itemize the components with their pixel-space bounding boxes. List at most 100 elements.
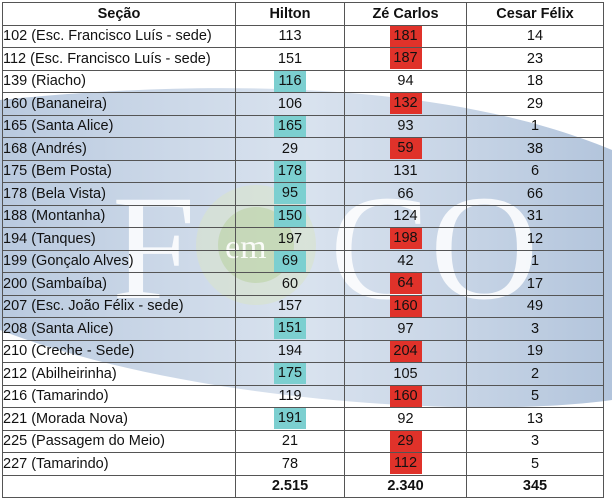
cesar-felix-cell: 3 — [466, 317, 604, 341]
ze-carlos-cell-value: 124 — [393, 208, 418, 225]
table-row: 200 (Sambaíba) 60 64 17 — [2, 272, 604, 296]
table-row: 175 (Bem Posta) 178 131 6 — [2, 159, 604, 183]
cesar-felix-cell-value: 19 — [526, 343, 544, 360]
secao-cell: 200 (Sambaíba) — [2, 272, 236, 296]
ze-carlos-cell: 29 — [344, 429, 467, 453]
ze-carlos-cell-value: 105 — [393, 365, 418, 382]
hilton-cell-value: 21 — [281, 433, 299, 450]
hilton-cell-value: 69 — [274, 250, 306, 272]
cesar-felix-cell-value: 23 — [526, 50, 544, 67]
hilton-cell: 69 — [235, 249, 345, 273]
ze-carlos-cell: 97 — [344, 317, 467, 341]
secao-cell: 194 (Tanques) — [2, 227, 236, 251]
hilton-cell: 29 — [235, 137, 345, 161]
cesar-felix-cell-value: 6 — [530, 163, 540, 180]
table-row: 102 (Esc. Francisco Luís - sede) 113 181 14 — [2, 24, 604, 48]
hilton-cell-value: 151 — [277, 50, 303, 67]
ze-carlos-cell: 93 — [344, 114, 467, 138]
cesar-felix-cell: 5 — [466, 384, 604, 408]
table-row: 208 (Santa Alice) 151 97 3 — [2, 317, 604, 341]
ze-carlos-cell: 94 — [344, 69, 467, 93]
cesar-felix-cell-value: 18 — [526, 73, 544, 90]
ze-carlos-cell: 187 — [344, 47, 467, 71]
cesar-felix-cell-value: 17 — [526, 275, 544, 292]
ze-carlos-cell-value: 29 — [389, 430, 422, 452]
secao-cell: 102 (Esc. Francisco Luís - sede) — [2, 24, 236, 48]
ze-carlos-cell: 59 — [344, 137, 467, 161]
ze-carlos-cell: 105 — [344, 362, 467, 386]
header-hilton: Hilton — [235, 2, 345, 26]
table-body: 102 (Esc. Francisco Luís - sede) 1 13 181 14… — [2, 24, 604, 498]
hilton-cell: 151 — [235, 47, 345, 71]
cesar-felix-cell: 38 — [466, 137, 604, 161]
hilton-cell-value: 29 — [281, 140, 299, 157]
ze-carlos-cell-value: 94 — [397, 73, 414, 90]
ze-carlos-cell: 66 — [344, 182, 467, 206]
table-row: 112 (Esc. Francisco Luís - sede) 151 187 23 — [2, 47, 604, 71]
secao-cell: 207 (Esc. João Félix - sede) — [2, 294, 236, 318]
ze-carlos-cell: 181 — [344, 24, 467, 48]
hilton-cell-value: 175 — [274, 363, 306, 385]
hilton-cell-value: 119 — [278, 388, 302, 405]
hilton-cell: 150 — [235, 204, 345, 228]
cesar-felix-cell-value: 66 — [526, 185, 544, 202]
ze-carlos-cell-value: 160 — [389, 295, 422, 317]
hilton-cell-value: 165 — [274, 115, 306, 137]
secao-cell: 178 (Bela Vista) — [2, 182, 236, 206]
hilton-cell-value: 151 — [274, 318, 306, 340]
hilton-cell: 157 — [235, 294, 345, 318]
cesar-felix-cell-value: 2 — [530, 365, 540, 382]
cesar-felix-cell: 2 — [466, 362, 604, 386]
cesar-felix-cell: 66 — [466, 182, 604, 206]
cesar-felix-cell: 14 — [466, 24, 604, 48]
hilton-cell: 175 — [235, 362, 345, 386]
hilton-cell-value: 95 — [274, 183, 306, 205]
secao-cell: 165 (Santa Alice) — [2, 114, 236, 138]
table-row: 194 (Tanques) 197 198 12 — [2, 227, 604, 251]
ze-carlos-cell: 64 — [344, 272, 467, 296]
table-row: 188 (Montanha) 150 124 31 — [2, 204, 604, 228]
hilton-cell: 78 — [235, 452, 345, 476]
ze-carlos-cell: 132 — [344, 92, 467, 116]
hilton-cell-value: 197 — [277, 230, 303, 247]
total-cesar-felix: 345 — [466, 474, 604, 498]
table-row: 165 (Santa Alice) 165 93 1 — [2, 114, 604, 138]
hilton-cell-value: 150 — [274, 205, 306, 227]
secao-cell: 210 (Creche - Sede) — [2, 339, 236, 363]
secao-cell: 188 (Montanha) — [2, 204, 236, 228]
ze-carlos-cell-value: 187 — [389, 48, 422, 70]
totals-blank-cell — [2, 474, 236, 498]
hilton-cell-value: 157 — [277, 298, 303, 315]
ze-carlos-cell-value: 198 — [389, 228, 422, 250]
hilton-cell: 119 — [235, 384, 345, 408]
secao-cell: 208 (Santa Alice) — [2, 317, 236, 341]
table-row: 178 (Bela Vista) 95 66 66 — [2, 182, 604, 206]
table-row: 210 (Creche - Sede) 194 204 19 — [2, 339, 604, 363]
secao-cell: 221 (Morada Nova) — [2, 407, 236, 431]
table-row: 227 (Tamarindo) 78 112 5 — [2, 452, 604, 476]
ze-carlos-cell: 204 — [344, 339, 467, 363]
table-row: 221 (Morada Nova) 191 92 13 — [2, 407, 604, 431]
ze-carlos-cell-value: 132 — [389, 93, 422, 115]
ze-carlos-cell-value: 59 — [389, 138, 422, 160]
ze-carlos-cell-value: 181 — [389, 25, 422, 47]
cesar-felix-cell-value: 3 — [530, 320, 540, 337]
cesar-felix-cell: 17 — [466, 272, 604, 296]
table-row: 160 (Bananeira) 106 132 29 — [2, 92, 604, 116]
table-row: 216 (Tamarindo) 119 160 5 — [2, 384, 604, 408]
table-row: 207 (Esc. João Félix - sede) 157 160 49 — [2, 294, 604, 318]
totals-row: 2.515 2.340 345 — [2, 474, 604, 498]
cesar-felix-cell-value: 29 — [526, 95, 544, 112]
hilton-cell: 95 — [235, 182, 345, 206]
secao-cell: 175 (Bem Posta) — [2, 159, 236, 183]
ze-carlos-cell: 198 — [344, 227, 467, 251]
table-row: 168 (Andrés) 29 59 38 — [2, 137, 604, 161]
cesar-felix-cell-value: 38 — [526, 140, 544, 157]
secao-cell: 225 (Passagem do Meio) — [2, 429, 236, 453]
hilton-cell-value: 194 — [277, 343, 303, 360]
cesar-felix-cell: 13 — [466, 407, 604, 431]
cesar-felix-cell-value: 49 — [526, 298, 544, 315]
cesar-felix-cell: 1 — [466, 249, 604, 273]
cesar-felix-cell: 6 — [466, 159, 604, 183]
